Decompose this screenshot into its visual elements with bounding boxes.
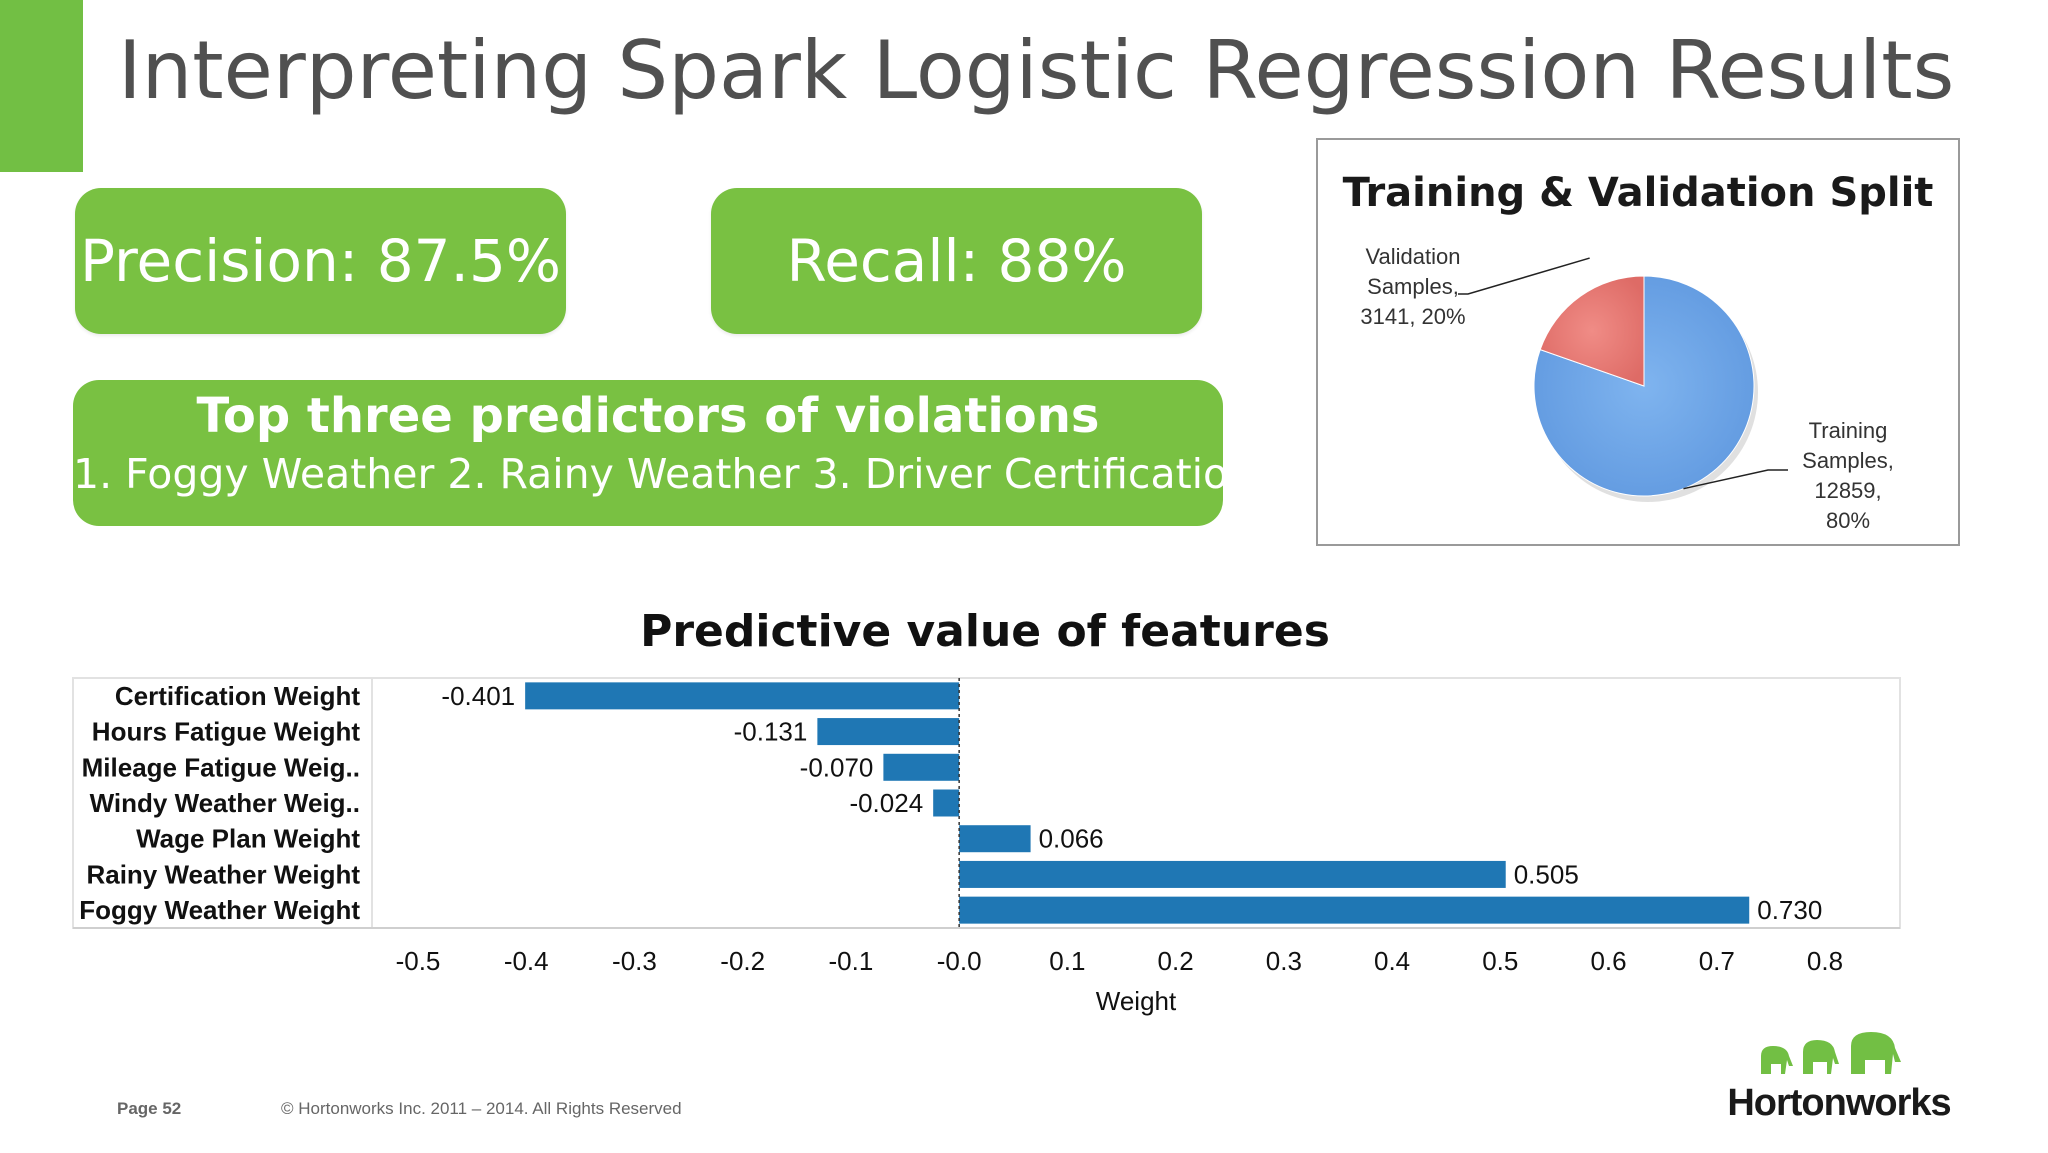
precision-text: Precision: 87.5% (79, 227, 562, 295)
top-predictors-list: 1. Foggy Weather 2. Rainy Weather 3. Dri… (73, 450, 1255, 498)
x-tick-label: 0.8 (1807, 946, 1843, 976)
pie-chart-title: Training & Validation Split (1342, 170, 1934, 216)
pie-label-line: Training (1808, 418, 1888, 443)
bar (959, 825, 1031, 853)
x-tick-label: -0.5 (396, 946, 441, 976)
bar-value-label: 0.505 (1514, 859, 1579, 889)
bar-value-label: -0.070 (800, 752, 874, 782)
category-label: Mileage Fatigue Weig.. (82, 752, 360, 782)
bar (933, 789, 960, 817)
pie-label-training: Training Samples, 12859, 80% (1783, 416, 1913, 536)
x-tick-label: 0.7 (1699, 946, 1735, 976)
x-axis-label: Weight (1096, 986, 1177, 1016)
recall-box: Recall: 88% (711, 188, 1202, 334)
bar-value-label: -0.131 (734, 717, 808, 747)
elephant-logo-icon (1761, 1032, 1901, 1074)
bar (959, 896, 1750, 924)
x-tick-label: -0.1 (829, 946, 874, 976)
category-label: Rainy Weather Weight (86, 859, 360, 889)
x-tick-label: 0.3 (1266, 946, 1302, 976)
precision-box: Precision: 87.5% (75, 188, 566, 334)
x-tick-label: 0.2 (1158, 946, 1194, 976)
bar-value-label: 0.730 (1757, 895, 1822, 925)
slide-title: Interpreting Spark Logistic Regression R… (118, 24, 1955, 117)
bar-value-label: -0.024 (849, 788, 923, 818)
title-accent-block (0, 0, 83, 172)
pie-chart (1458, 257, 1788, 502)
bar-value-label: 0.066 (1039, 824, 1104, 854)
category-label: Certification Weight (115, 681, 360, 711)
bar (525, 682, 960, 710)
pie-label-line: 80% (1825, 508, 1871, 533)
bar-chart: Certification Weight -0.401 Hours Fatigue … (72, 677, 1901, 1016)
footer-page-number: Page 52 (117, 1099, 182, 1118)
category-label: Wage Plan Weight (136, 824, 360, 854)
bar (883, 753, 960, 781)
pie-label-line: Samples, (1367, 274, 1459, 299)
pie-label-validation: Validation Samples, 3141, 20% (1345, 242, 1481, 332)
hortonworks-logo: Hortonworks (1724, 1030, 1954, 1130)
top-predictors-box: Top three predictors of violations 1. Fo… (73, 380, 1255, 526)
pie-slice-validation (1539, 275, 1645, 387)
category-label: Hours Fatigue Weight (92, 717, 361, 747)
pie-label-line: 3141, 20% (1360, 304, 1466, 329)
pie-label-line: Validation (1365, 244, 1461, 269)
x-tick-label: -0.0 (937, 946, 982, 976)
pie-leader-validation (1458, 257, 1590, 295)
x-tick-label: -0.3 (612, 946, 657, 976)
x-tick-label: -0.4 (504, 946, 549, 976)
pie-chart-panel: Training & Validation Split Validation S… (1316, 138, 1960, 546)
pie-label-line: 12859, (1814, 478, 1882, 503)
bar (817, 718, 960, 746)
bar-chart-title: Predictive value of features (640, 606, 1330, 657)
x-tick-label: 0.1 (1049, 946, 1085, 976)
category-label: Windy Weather Weig.. (90, 788, 360, 818)
logo-text: Hortonworks (1727, 1082, 1951, 1124)
x-tick-label: 0.6 (1590, 946, 1626, 976)
top-predictors-title: Top three predictors of violations (196, 388, 1100, 444)
x-tick-label: 0.4 (1374, 946, 1410, 976)
x-tick-label: -0.2 (720, 946, 765, 976)
category-label: Foggy Weather Weight (79, 895, 360, 925)
recall-text: Recall: 88% (786, 227, 1127, 295)
bar-value-label: -0.401 (441, 681, 515, 711)
pie-label-line: Samples, (1802, 448, 1894, 473)
pie-leader-training (1683, 469, 1788, 490)
footer-copyright: © Hortonworks Inc. 2011 – 2014. All Righ… (281, 1099, 682, 1118)
bar (959, 860, 1506, 888)
x-tick-label: 0.5 (1482, 946, 1518, 976)
